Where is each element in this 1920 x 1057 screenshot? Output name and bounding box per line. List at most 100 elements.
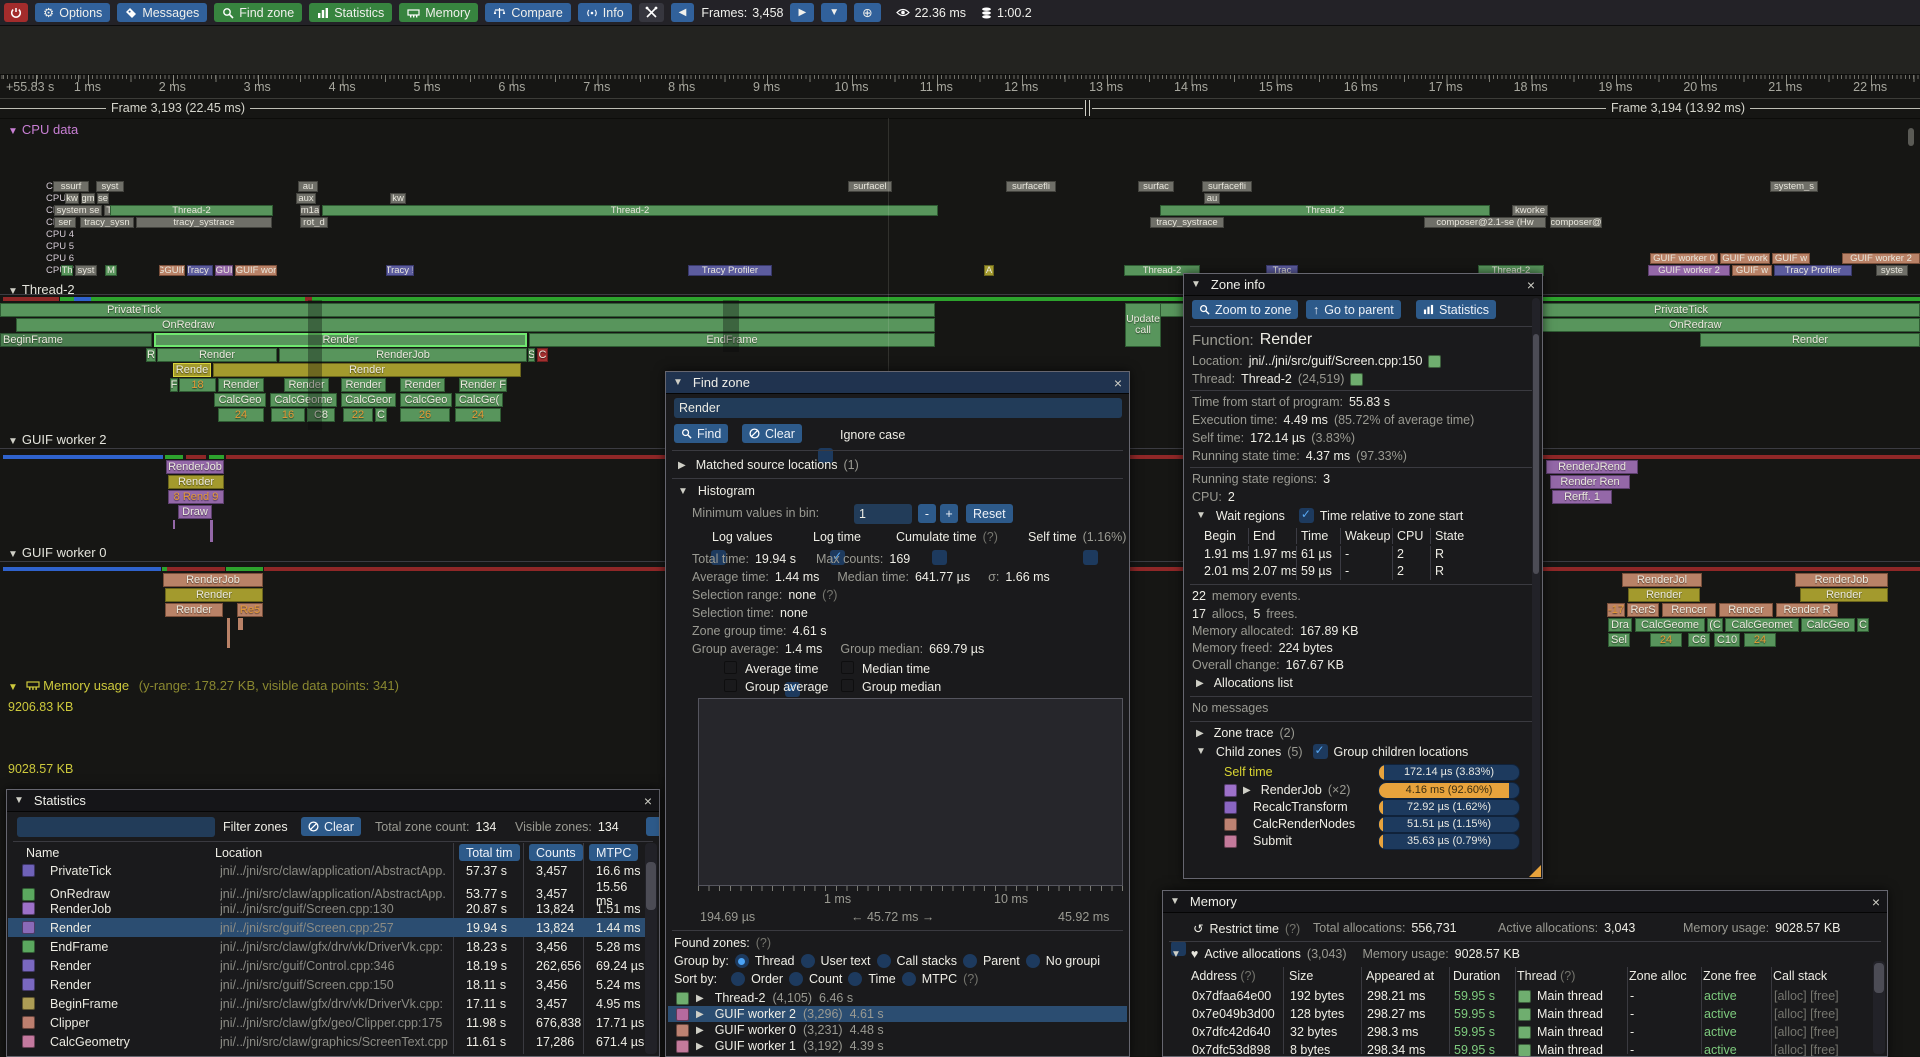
timeline-scrollbar-thumb[interactable] [1908, 128, 1914, 146]
zone-render[interactable]: Render [284, 378, 329, 392]
zone-render[interactable]: Render R [1776, 603, 1838, 617]
power-button[interactable] [4, 3, 28, 22]
zone-info-titlebar[interactable]: ▼ Zone info × [1184, 274, 1542, 296]
zone-collapsed-count[interactable]: 16 [271, 408, 305, 422]
cpu-zone-chip[interactable]: system_s [1770, 181, 1818, 192]
zone-render-job[interactable]: RenderJol [1622, 573, 1702, 587]
find-button[interactable]: Find [674, 424, 729, 443]
cpu-zone-chip[interactable]: A [984, 265, 994, 276]
sort-by-mtpc-radio[interactable] [901, 972, 916, 986]
sort-by-count-radio[interactable] [789, 972, 804, 986]
cpu-zone-chip[interactable]: GUIF work [1720, 253, 1770, 264]
allocations-list[interactable]: ▶ Allocations list [1196, 676, 1293, 690]
zone-calc-geometry[interactable]: CalcGeo [214, 393, 266, 407]
cpu-zone-chip[interactable]: Th [61, 265, 73, 276]
zone-render-job[interactable]: RenderJob [279, 348, 527, 362]
zone-collapsed-count[interactable]: 22 [343, 408, 373, 422]
zone-chip[interactable]: C [1857, 618, 1869, 632]
zone-render[interactable]: Render [1628, 588, 1700, 602]
zone-render[interactable]: Render [218, 378, 264, 392]
cpu-zone-chip[interactable]: Tracy ( [187, 265, 213, 276]
restrict-time-checkbox[interactable] [1171, 941, 1186, 956]
stats-table-row[interactable]: Render jni/../jni/src/guif/Control.cpp:3… [8, 956, 645, 975]
min-values-input[interactable] [854, 504, 912, 524]
found-zone-group-row[interactable]: ▶ GUIF worker 2 (3,296) 4.61 s [668, 1006, 1127, 1022]
zone-render[interactable]: Render [400, 378, 445, 392]
cpu-zone-chip[interactable]: Thread-2 [1160, 205, 1490, 216]
found-zone-group-row[interactable]: ▶ GUIF worker 0 (3,231) 4.48 s [668, 1022, 1127, 1038]
clear-button[interactable]: Clear [742, 424, 802, 443]
zone-rende[interactable]: Rende [173, 363, 211, 377]
zone-chip[interactable]: R [146, 348, 156, 362]
guif-worker0-header[interactable]: ▼ GUIF worker 0 [8, 545, 107, 560]
cpu-zone-chip[interactable]: Thread-2 [322, 205, 938, 216]
cpu-zone-chip[interactable]: Tracy ! [386, 265, 414, 276]
cpu-zone-chip[interactable]: GUIF worker 2 [1842, 253, 1920, 264]
go-to-parent-button[interactable]: ↑ Go to parent [1306, 300, 1401, 319]
group-by-parent-radio[interactable] [962, 954, 977, 968]
cpu-zone-chip[interactable]: composer@ [1550, 217, 1602, 228]
alloc-callstack-link[interactable]: [alloc] [1774, 1043, 1807, 1057]
stats-col-counts[interactable]: Counts [529, 844, 583, 861]
ruler[interactable]: 1 ms 2 ms 3 ms 4 ms 5 ms 6 ms 7 ms 8 ms 9 ms 10 m… [45, 80, 1913, 94]
memory-titlebar[interactable]: ▼ Memory × [1163, 891, 1887, 913]
zone-collapsed-count[interactable]: 24 [455, 408, 501, 422]
cpu-zone-chip[interactable]: GUIF worker 2 [1648, 265, 1730, 276]
zone-calc-geometry[interactable]: CalcGeor [341, 393, 396, 407]
goto-frame-button[interactable]: ⊕ [854, 3, 881, 22]
ignore-case-checkbox[interactable] [818, 448, 833, 463]
zone-calc-geometry[interactable]: CalcGeo [400, 393, 452, 407]
zone-calc-geometry[interactable]: CalcGeomet [1725, 618, 1799, 632]
zone-chip[interactable]: C6 [1688, 633, 1710, 647]
cumulate-time-checkbox[interactable] [931, 550, 947, 565]
close-icon[interactable]: × [1871, 893, 1880, 910]
zone-collapsed[interactable]: 8 Rend 9 [168, 490, 224, 504]
free-callstack-link[interactable]: [free] [1810, 1007, 1839, 1021]
expand-icon[interactable]: ▶ [696, 1040, 704, 1052]
alloc-callstack-link[interactable]: [alloc] [1774, 989, 1807, 1003]
frame-3194-line[interactable] [1092, 108, 1920, 109]
cpu-zone-chip[interactable]: Thread-2 [110, 205, 273, 216]
cpu-zone-chip[interactable]: Tracy Profiler [688, 265, 772, 276]
log-time-checkbox[interactable] [830, 549, 846, 565]
reset-button[interactable]: Reset [966, 504, 1013, 523]
zone-chip[interactable]: C [537, 348, 548, 362]
cpu-data-header[interactable]: ▼ CPU data [8, 122, 79, 137]
allocation-row[interactable]: 0x7dfc53d898 8 bytes 298.34 ms 59.95 s M… [1164, 1041, 1871, 1057]
cpu-zone-chip[interactable]: au [298, 181, 318, 192]
child-zone-row[interactable]: Submit 35.63 µs (0.79%) [1184, 832, 1536, 850]
frame-3193-line[interactable] [0, 108, 1083, 109]
thread2-header[interactable]: ▼ Thread-2 [8, 282, 75, 297]
options-button[interactable]: ⚙ Options [35, 3, 111, 22]
alloc-callstack-link[interactable]: [alloc] [1774, 1007, 1807, 1021]
expand-icon[interactable]: ▶ [1243, 784, 1251, 796]
sort-by-time-radio[interactable] [848, 972, 863, 986]
expand-icon[interactable]: ▶ [696, 1008, 704, 1020]
cpu-zone-chip[interactable]: surfacefli [1006, 181, 1056, 192]
zone-chip[interactable]: Sel [1608, 633, 1630, 647]
stats-table-row[interactable]: Render jni/../jni/src/guif/Screen.cpp:25… [8, 918, 645, 937]
frame-overview-strip[interactable] [0, 26, 1920, 75]
stats-col-name[interactable]: Name [26, 846, 60, 860]
cpu-zone-chip[interactable]: surfac [1138, 181, 1174, 192]
zone-statistics-button[interactable]: Statistics [1416, 300, 1497, 319]
zone-render[interactable]: Render [165, 603, 223, 617]
minus-button[interactable]: - [918, 504, 936, 523]
zone-render[interactable]: Rencer [1662, 603, 1716, 617]
zone-render[interactable]: Render [157, 348, 277, 362]
cpu-zone-chip[interactable]: kw [390, 193, 406, 204]
close-icon[interactable]: × [1113, 374, 1122, 391]
cpu-zone-chip[interactable]: surfacel [848, 181, 892, 192]
group-by-usertext-radio[interactable] [800, 954, 815, 968]
zoom-to-zone-button[interactable]: Zoom to zone [1192, 300, 1299, 319]
cpu-zone-chip[interactable]: kw [65, 193, 79, 204]
zone-render[interactable]: Render [1800, 588, 1888, 602]
cpu-zone-chip[interactable]: M [105, 265, 117, 276]
zone-calc-geometry[interactable]: CalcGeome [270, 393, 337, 407]
find-zone-button[interactable]: Find zone [214, 3, 303, 22]
allocation-row[interactable]: 0x7e049b3d00 128 bytes 298.27 ms 59.95 s… [1164, 1005, 1871, 1023]
zone-calc-geometry[interactable]: CalcGe( [455, 393, 503, 407]
group-by-thread-radio[interactable] [734, 954, 749, 968]
stats-table-row[interactable]: CalcGeometry jni/../jni/src/claw/graphic… [8, 1032, 645, 1051]
find-zone-titlebar[interactable]: ▼ Find zone × [666, 372, 1129, 394]
